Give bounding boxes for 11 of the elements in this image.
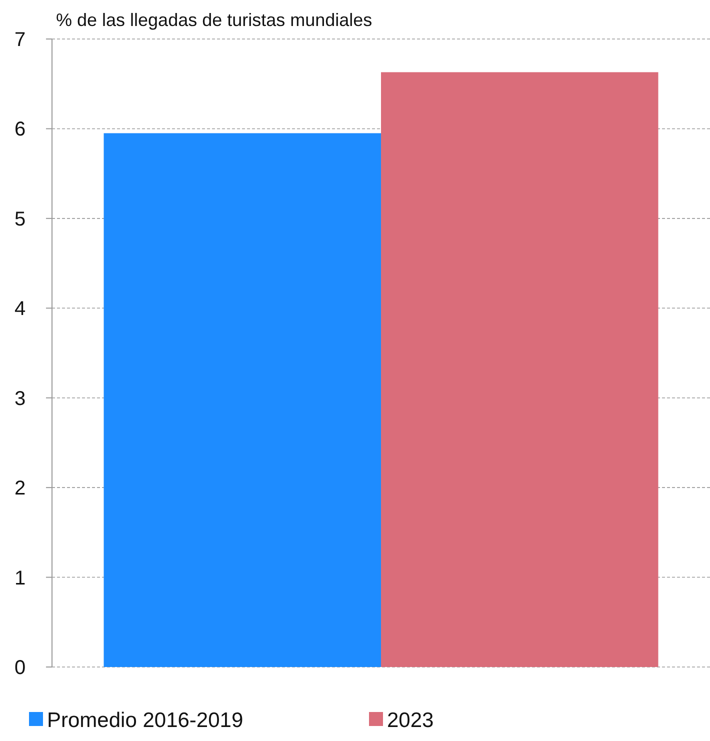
- legend-label: Promedio 2016-2019: [47, 709, 244, 732]
- y-axis-title: % de las llegadas de turistas mundiales: [56, 10, 372, 30]
- y-tick-label: 1: [14, 567, 26, 590]
- y-tick-label: 6: [14, 118, 26, 141]
- y-tick-label: 5: [14, 208, 26, 230]
- y-tick-label: 0: [14, 657, 26, 679]
- y-tick-label: 2: [14, 478, 26, 500]
- y-tick-label: 7: [14, 29, 26, 51]
- y-tick-label: 3: [14, 388, 26, 410]
- y-tick-label: 4: [14, 298, 26, 320]
- legend-label: 2023: [387, 709, 434, 732]
